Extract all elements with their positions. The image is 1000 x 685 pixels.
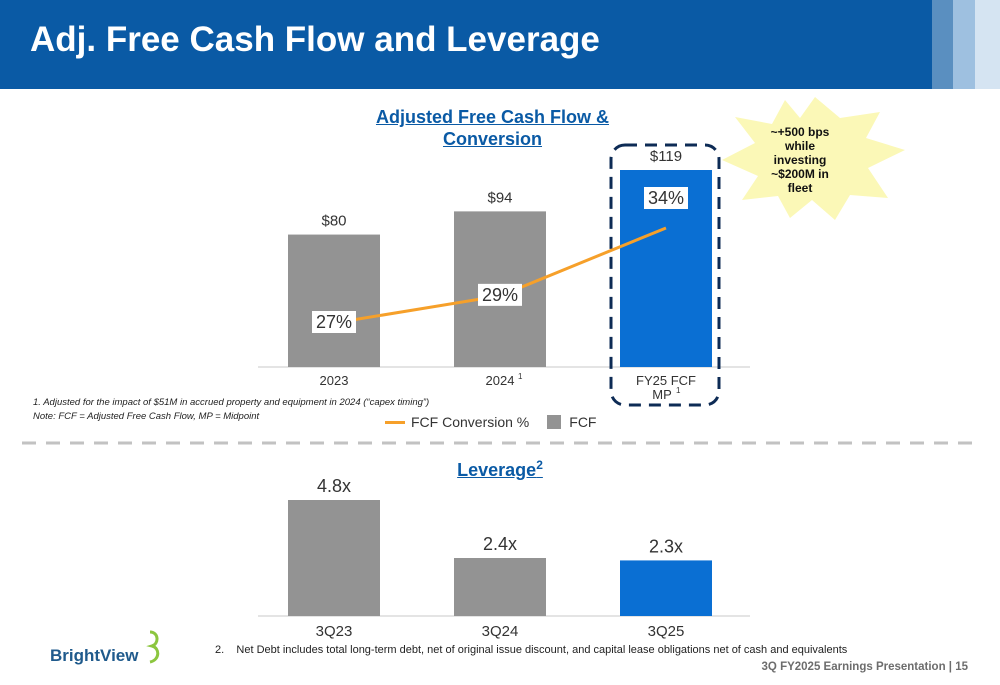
highlight-dashed-box [609,143,721,407]
leverage-bar-3q24 [454,558,546,616]
legend-item-conversion: FCF Conversion % [411,414,530,430]
leverage-value-label: 4.8x [317,476,351,496]
leverage-chart-title: Leverage2 [400,458,600,481]
conversion-label: 27% [316,312,352,332]
leverage-bar-3q25 [620,560,712,616]
leverage-tick-label: 3Q25 [648,623,685,640]
banner-stripe-mid [953,0,975,89]
section-divider [22,441,980,445]
footer-text: 3Q FY2025 Earnings Presentation | 15 [761,661,968,673]
footnote-net-debt: 2. Net Debt includes total long-term deb… [215,644,848,656]
banner-stripe-dark [932,0,953,89]
conversion-label-box [478,283,522,306]
callout-starburst [722,97,905,220]
leverage-tick-label: 3Q23 [316,623,353,640]
leverage-value-label: 2.4x [483,534,517,554]
leverage-title-sup: 2 [536,458,543,472]
fcf-tick-label: 2023 [320,373,349,388]
legend-line-swatch [385,420,405,424]
fcf-chart: $80$94$119 27%29%34% 2023 2024 1 FY25 FCFMP… [258,97,905,407]
conversion-label: 34% [648,188,684,208]
fcf-bar-2023 [288,234,380,367]
fcf-tick-label: 2024 [486,373,515,388]
leverage-tick-label: 3Q24 [482,623,519,640]
banner-stripe-light [975,0,1000,89]
fcf-tick-label-line1: FY25 FCF [636,373,696,388]
page-title: Adj. Free Cash Flow and Leverage [30,20,600,59]
logo-leaf-icon [146,630,160,664]
fcf-value-label: $80 [321,213,346,230]
footnote-capex: 1. Adjusted for the impact of $51M in ac… [33,397,430,408]
leverage-value-label: 2.3x [649,536,683,556]
fcf-value-label: $94 [487,189,512,206]
fcf-legend: FCF Conversion % FCF [385,413,596,431]
legend-item-fcf: FCF [569,414,597,430]
fcf-tick-superscript: 1 [518,372,523,381]
conversion-label: 29% [482,285,518,305]
leverage-title-text: Leverage [457,460,537,480]
brightview-logo: BrightView [50,630,160,666]
fcf-chart-title: Adjusted Free Cash Flow & Conversion [375,107,610,149]
callout-text: ~+500 bps while investing ~$200M in flee… [770,125,830,195]
conversion-label-box [644,187,688,209]
fcf-tick-label-line2: MP [652,387,672,402]
title-banner: Adj. Free Cash Flow and Leverage [0,0,1000,89]
fcf-value-label: $119 [650,148,682,165]
logo-text: BrightView [50,646,139,665]
conversion-label-box [312,311,356,333]
footnote-definitions: Note: FCF = Adjusted Free Cash Flow, MP … [33,411,260,422]
legend-bar-swatch [547,415,562,429]
fcf-tick-superscript: 1 [676,386,681,395]
leverage-bar-3q23 [288,500,380,616]
